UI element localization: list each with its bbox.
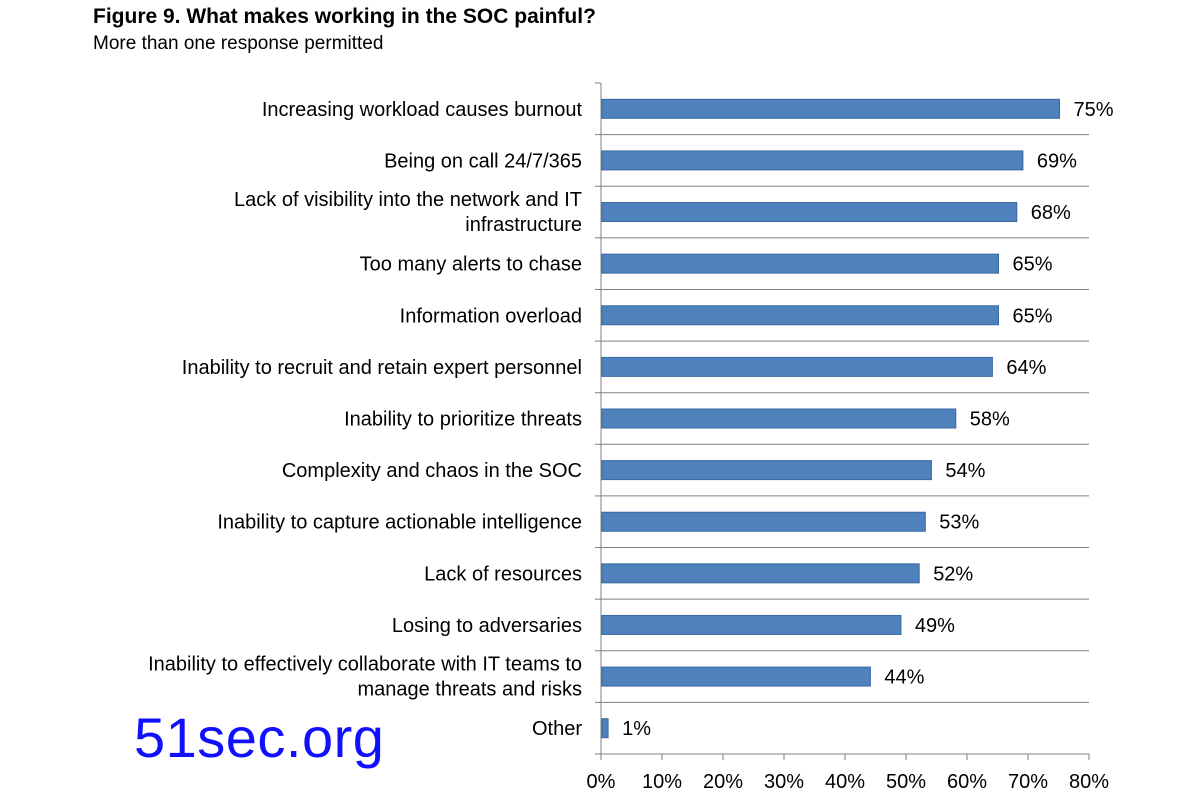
bar [601, 150, 1024, 171]
bar [601, 563, 920, 584]
category-label: Lack of resources [424, 563, 582, 585]
bar [601, 98, 1060, 119]
category-label: infrastructure [465, 214, 582, 236]
category-label: Too many alerts to chase [360, 254, 582, 276]
data-label: 69% [1037, 150, 1077, 172]
data-label: 75% [1074, 99, 1114, 121]
bar [601, 460, 932, 481]
data-label: 44% [884, 667, 924, 689]
x-tick-label: 70% [1008, 771, 1048, 793]
x-tick-label: 50% [886, 771, 926, 793]
category-label: Lack of visibility into the network and … [234, 189, 582, 211]
x-tick-label: 60% [947, 771, 987, 793]
chart-subtitle: More than one response permitted [93, 33, 384, 54]
category-label: Complexity and chaos in the SOC [282, 460, 582, 482]
category-label: Inability to recruit and retain expert p… [182, 357, 582, 379]
bar [601, 202, 1018, 223]
data-label: 49% [915, 615, 955, 637]
bar [601, 614, 902, 635]
data-label: 54% [945, 460, 985, 482]
chart-title: Figure 9. What makes working in the SOC … [93, 5, 596, 28]
bar [601, 305, 999, 326]
bar [601, 718, 609, 739]
category-label: Inability to prioritize threats [344, 409, 582, 431]
x-tick-label: 10% [642, 771, 682, 793]
data-label: 53% [939, 512, 979, 534]
x-tick-label: 80% [1069, 771, 1109, 793]
category-label: Losing to adversaries [392, 615, 582, 637]
data-label: 58% [970, 409, 1010, 431]
x-tick-label: 40% [825, 771, 865, 793]
category-label: manage threats and risks [357, 679, 582, 701]
category-label: Information overload [400, 305, 582, 327]
bar [601, 253, 999, 274]
bar [601, 511, 926, 532]
bar [601, 408, 957, 429]
x-tick-label: 20% [703, 771, 743, 793]
category-label: Being on call 24/7/365 [384, 150, 582, 172]
data-label: 65% [1013, 254, 1053, 276]
category-label: Other [532, 718, 582, 740]
data-label: 68% [1031, 202, 1071, 224]
x-tick-label: 30% [764, 771, 804, 793]
bar [601, 666, 871, 687]
category-label: Inability to effectively collaborate wit… [148, 654, 582, 676]
bar [601, 356, 993, 377]
data-label: 64% [1006, 357, 1046, 379]
category-label: Inability to capture actionable intellig… [217, 512, 582, 534]
data-label: 65% [1013, 305, 1053, 327]
data-label: 1% [622, 718, 651, 740]
data-label: 52% [933, 563, 973, 585]
watermark-text: 51sec.org [134, 706, 385, 769]
category-label: Increasing workload causes burnout [262, 99, 583, 121]
x-tick-label: 0% [587, 771, 616, 793]
